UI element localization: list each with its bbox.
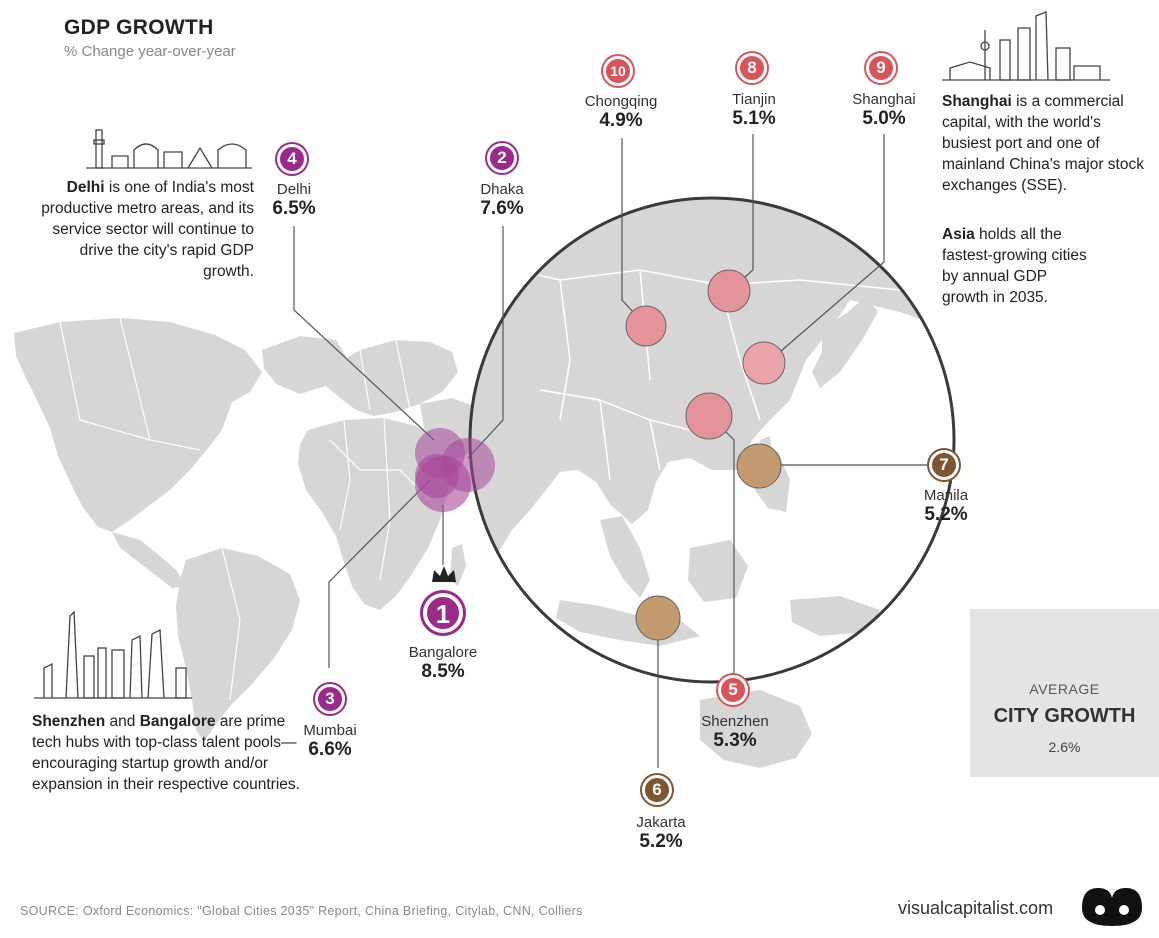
city-name: Tianjin xyxy=(732,91,776,108)
rank-badge-tianjin: 8 xyxy=(737,53,767,83)
city-bubbles xyxy=(415,269,786,641)
map-borders xyxy=(59,317,431,701)
uk-shape xyxy=(312,356,330,388)
delhi-skyline-icon xyxy=(86,129,252,169)
shanghai-note: Shanghai is a commercial capital, with t… xyxy=(942,91,1154,196)
city-label-delhi: Delhi 6.5% xyxy=(234,181,354,220)
leader-delhi xyxy=(293,226,435,441)
rank-badge-bangalore: 1 xyxy=(423,593,463,633)
bubble-jakarta xyxy=(635,595,681,641)
tech-note-bold1: Shenzhen xyxy=(32,713,106,730)
city-name: Manila xyxy=(923,487,969,504)
city-growth-value: 5.2% xyxy=(639,831,683,852)
delhi-note-bold: Delhi xyxy=(66,179,105,196)
shanghai-skyline-icon xyxy=(942,11,1110,81)
shanghai-note-bold: Shanghai xyxy=(942,93,1012,110)
rank-badge-dhaka: 2 xyxy=(487,143,517,173)
city-growth-value: 5.1% xyxy=(732,108,776,129)
delhi-note: Delhi is one of India's most productive … xyxy=(32,177,254,282)
source-note: SOURCE: Oxford Economics: "Global Cities… xyxy=(20,904,583,918)
south-america-shape xyxy=(176,548,300,742)
city-growth-value: 5.3% xyxy=(713,730,757,751)
delhi-note-text: is one of India's most productive metro … xyxy=(41,179,254,280)
city-growth-value: 5.2% xyxy=(924,504,968,525)
city-name: Delhi xyxy=(276,181,312,198)
rank-badge-shenzhen: 5 xyxy=(718,675,748,705)
brand-link[interactable]: visualcapitalist.com xyxy=(898,898,1054,918)
city-label-mumbai: Mumbai 6.6% xyxy=(270,722,390,761)
bubble-shanghai xyxy=(742,341,786,385)
average-value: 2.6% xyxy=(1048,739,1081,755)
city-name: Dhaka xyxy=(480,181,524,198)
city-growth-value: 4.9% xyxy=(599,110,643,131)
city-name: Mumbai xyxy=(303,722,357,739)
rank-badge-mumbai: 3 xyxy=(315,684,345,714)
bubble-shenzhen xyxy=(685,392,733,440)
tech-note-bold2: Bangalore xyxy=(139,713,216,730)
leader-mumbai xyxy=(328,479,431,668)
city-label-shanghai: Shanghai 5.0% xyxy=(824,91,944,130)
australia-shape xyxy=(700,690,812,768)
city-label-jakarta: Jakarta 5.2% xyxy=(601,814,721,853)
shanghai-note-text: is a commercial capital, with the world'… xyxy=(942,93,1144,194)
bubble-chongqing xyxy=(625,305,667,347)
city-growth-label: CITY GROWTH xyxy=(993,705,1136,727)
greenland-shape xyxy=(262,336,348,394)
africa-shape xyxy=(298,418,452,610)
shenzhen-skyline-icon xyxy=(34,610,192,699)
city-label-manila: Manila 5.2% xyxy=(886,487,1006,526)
city-label-shenzhen: Shenzhen 5.3% xyxy=(675,713,795,752)
city-label-dhaka: Dhaka 7.6% xyxy=(442,181,562,220)
rank-badge-shanghai: 9 xyxy=(866,53,896,83)
city-name: Shenzhen xyxy=(701,713,769,730)
central-america-shape xyxy=(112,532,186,588)
bubble-bangalore xyxy=(415,456,471,512)
visual-capitalist-logo xyxy=(1082,888,1142,926)
new-guinea-shape xyxy=(790,596,880,636)
rank-badge-manila: 7 xyxy=(929,450,959,480)
asia-note-bold: Asia xyxy=(942,226,975,243)
city-growth-value: 7.6% xyxy=(480,198,524,219)
city-growth-value: 5.0% xyxy=(862,108,906,129)
rank-badge-jakarta: 6 xyxy=(642,775,672,805)
asia-note: Asia holds all the fastest-growing citie… xyxy=(942,224,1092,308)
korea-japan-shape xyxy=(812,296,878,388)
city-name: Shanghai xyxy=(852,91,916,108)
asia-note-text: holds all the fastest-growing cities by … xyxy=(942,226,1087,306)
europe-shape xyxy=(326,340,458,416)
city-growth-value: 8.5% xyxy=(421,661,465,682)
tech-note: Shenzhen and Bangalore are prime tech hu… xyxy=(32,711,300,795)
average-growth-box: AVERAGE CITY GROWTH 2.6% xyxy=(970,609,1159,777)
north-america-shape xyxy=(14,318,262,532)
city-growth-value: 6.5% xyxy=(272,198,316,219)
crown-icon xyxy=(432,566,456,582)
bubble-manila xyxy=(736,443,782,489)
rank-badge-chongqing: 10 xyxy=(603,56,633,86)
malay-peninsula-shape xyxy=(600,516,650,598)
city-name: Bangalore xyxy=(408,644,478,661)
city-growth-value: 6.6% xyxy=(308,739,352,760)
page-title: GDP GROWTH xyxy=(64,16,214,39)
tech-note-mid: and xyxy=(105,713,140,730)
bubble-tianjin xyxy=(707,269,751,313)
page-subtitle: % Change year-over-year xyxy=(64,43,236,60)
average-label: AVERAGE xyxy=(1029,681,1100,697)
city-label-chongqing: Chongqing 4.9% xyxy=(561,93,681,132)
city-label-tianjin: Tianjin 5.1% xyxy=(694,91,814,130)
rank-badge-delhi: 4 xyxy=(277,144,307,174)
city-name: Jakarta xyxy=(636,814,686,831)
borneo-shape xyxy=(688,540,748,602)
tech-note-text: are prime tech hubs with top-class talen… xyxy=(32,713,300,793)
leader-shanghai xyxy=(765,134,885,365)
city-label-bangalore: Bangalore 8.5% xyxy=(383,644,503,683)
city-name: Chongqing xyxy=(584,93,658,110)
